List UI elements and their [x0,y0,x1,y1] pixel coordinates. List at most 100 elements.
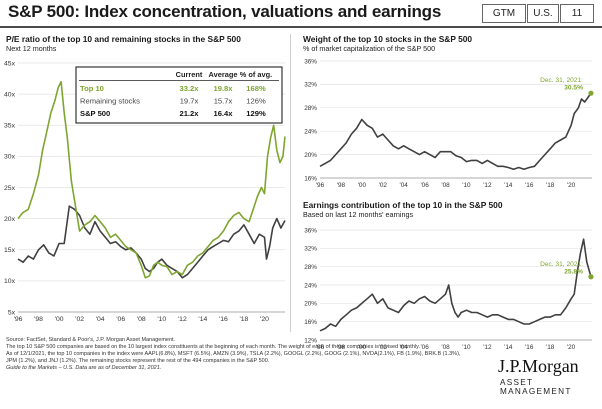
y-tick-label: 25x [4,185,16,192]
y-tick-label: 12% [304,337,317,344]
x-tick-label: '04 [400,344,409,351]
x-tick-label: '20 [567,344,576,351]
series-line-remaining-stocks [17,205,286,279]
y-tick-label: 16% [304,175,317,182]
tag-page-number: 11 [560,4,594,23]
page-title: S&P 500: Index concentration, valuations… [8,2,442,21]
chart-title-earnings: Earnings contribution of the top 10 in t… [303,200,503,210]
table-frame [75,66,283,124]
table-row-label: S&P 500 [80,109,110,118]
footnote-constituents-1: As of 12/1/2021, the top 10 companies in… [6,351,461,358]
brand-subtitle: ASSET MANAGEMENT [500,378,572,396]
footnotes: Source: FactSet, Standard & Poor's, J.P.… [6,337,476,372]
annotation-value: 30.5% [564,85,583,92]
annotation-label: Dec. 31, 2021: [540,77,583,84]
x-tick-label: '02 [379,182,388,189]
y-tick-label: 30x [4,154,16,161]
x-tick-label: '12 [483,344,492,351]
x-tick-label: '98 [337,344,346,351]
y-tick-label: 20% [304,152,317,159]
y-tick-label: 40x [4,91,16,98]
x-tick-label: '06 [420,182,429,189]
annotation-marker [588,274,594,280]
table-row-label: Remaining stocks [80,97,140,106]
x-tick-label: '20 [260,316,269,323]
y-tick-label: 5x [8,309,16,316]
table-cell-average: 19.8x [213,84,233,93]
y-tick-label: 28% [304,264,317,271]
tag-us: U.S. [527,4,559,23]
table-cell-average: 15.7x [214,97,233,106]
x-tick-label: '16 [525,344,534,351]
x-tick-label: '08 [441,344,450,351]
y-tick-label: 28% [304,105,317,112]
y-tick-label: 36% [304,227,317,234]
annotation-value: 25.8% [564,268,583,275]
table-cell-pct: 129% [246,109,266,118]
x-tick-label: '12 [178,316,187,323]
x-tick-label: '06 [116,316,125,323]
footnote-constituents-2: JPM (1.2%), and JNJ (1.2%). The remainin… [6,358,270,365]
x-tick-label: '14 [198,316,207,323]
footnote-source: Source: FactSet, Standard & Poor's, J.P.… [6,337,176,343]
y-tick-label: 35x [4,123,16,130]
table-row-label: Top 10 [80,84,104,93]
chart-subtitle-weight: % of market capitalization of the S&P 50… [303,44,436,53]
series-line-1 [319,92,592,170]
x-tick-label: '10 [462,344,471,351]
y-tick-label: 20x [4,216,16,223]
y-tick-label: 24% [304,282,317,289]
table-header: Current [176,70,203,79]
y-tick-label: 45x [4,60,16,67]
table-cell-average: 16.4x [213,109,233,118]
x-tick-label: '18 [546,344,555,351]
x-tick-label: '18 [546,182,555,189]
x-tick-label: '98 [34,316,43,323]
y-tick-label: 16% [304,319,317,326]
footnote-methodology: The top 10 S&P 500 companies are based o… [6,344,420,351]
x-tick-label: '98 [337,182,346,189]
table-cell-current: 19.7x [180,97,199,106]
x-tick-label: '18 [239,316,248,323]
x-tick-label: '08 [137,316,146,323]
y-tick-label: 32% [304,82,317,89]
series-line-top-10 [17,80,286,279]
x-tick-label: '00 [358,182,367,189]
earnings-chart: 12% 16% 20% 24% 28% 32% 36% '96 '98 '00 '02 '04 '06 '… [304,227,594,351]
table-cell-pct: 168% [246,84,266,93]
table-header: Average [209,70,238,79]
x-tick-label: '10 [462,182,471,189]
x-tick-label: '16 [525,182,534,189]
x-tick-label: '04 [96,316,105,323]
x-tick-label: '96 [14,316,23,323]
x-tick-label: '00 [358,344,367,351]
x-tick-label: '14 [504,182,513,189]
table-cell-current: 33.2x [179,84,199,93]
chart-title-pe: P/E ratio of the top 10 and remaining st… [6,34,241,44]
pe-summary-table: Current Average% of avg. Top 10 33.2x 19.8x 1… [75,66,283,124]
header-rule [0,26,602,28]
series-line-2 [319,238,592,332]
annotation-marker [588,90,594,96]
chart-subtitle-earnings: Based on last 12 months' earnings [303,210,414,219]
chart-subtitle-pe: Next 12 months [6,44,57,53]
table-cell-pct: 126% [246,97,266,106]
tag-gtm: GTM [482,4,526,23]
y-tick-label: 20% [304,301,317,308]
y-tick-label: 15x [4,247,16,254]
x-tick-label: '04 [400,182,409,189]
x-tick-label: '00 [55,316,64,323]
panel-divider [290,34,291,332]
pe-ratio-chart: 5x 10x 15x 20x 25x 30x 35x 40x 45x '96 '98 '00 '02 '0… [4,60,286,323]
x-tick-label: '08 [441,182,450,189]
table-header: % of avg. [240,70,272,79]
brand-logo: J.P.Morgan [498,356,579,376]
x-tick-label: '12 [483,182,492,189]
y-tick-label: 36% [304,58,317,65]
x-tick-label: '96 [316,344,325,351]
x-tick-label: '16 [219,316,228,323]
annotation-label: Dec. 31, 2021: [540,261,583,268]
y-tick-label: 24% [304,129,317,136]
footnote-guide: Guide to the Markets – U.S. Data are as … [6,365,162,372]
